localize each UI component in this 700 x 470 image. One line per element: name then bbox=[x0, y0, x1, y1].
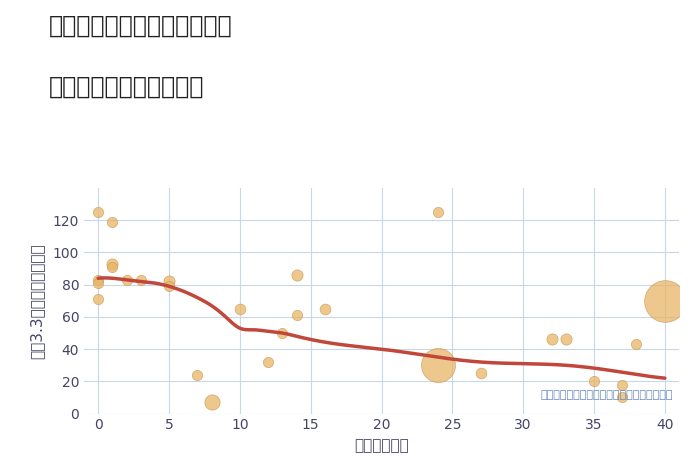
Point bbox=[92, 279, 104, 287]
Point bbox=[433, 361, 444, 369]
Point bbox=[106, 263, 118, 271]
Point bbox=[631, 341, 642, 348]
Text: 円の大きさは、取引のあった物件面積を示す: 円の大きさは、取引のあった物件面積を示す bbox=[540, 390, 673, 400]
Point bbox=[206, 399, 217, 406]
Text: 兵庫県姫路市木場前七反町の: 兵庫県姫路市木場前七反町の bbox=[49, 14, 232, 38]
Point bbox=[121, 276, 132, 283]
Point bbox=[234, 305, 246, 313]
Point bbox=[589, 377, 600, 385]
Point bbox=[546, 336, 557, 343]
Point bbox=[291, 312, 302, 319]
Point bbox=[135, 276, 146, 283]
Point bbox=[106, 260, 118, 267]
Point bbox=[617, 381, 628, 388]
Text: 築年数別中古戸建て価格: 築年数別中古戸建て価格 bbox=[49, 75, 204, 99]
Y-axis label: 坪（3.3㎡）単価（万円）: 坪（3.3㎡）単価（万円） bbox=[29, 243, 44, 359]
Point bbox=[433, 208, 444, 216]
Point bbox=[262, 358, 274, 366]
Point bbox=[92, 208, 104, 216]
Point bbox=[560, 336, 571, 343]
Point bbox=[319, 305, 330, 313]
Point bbox=[475, 369, 486, 377]
Point bbox=[276, 329, 288, 337]
Point bbox=[617, 394, 628, 401]
Point bbox=[659, 297, 671, 305]
Point bbox=[92, 276, 104, 283]
Point bbox=[163, 278, 174, 285]
Point bbox=[92, 296, 104, 303]
Point bbox=[291, 271, 302, 279]
Point bbox=[163, 282, 174, 290]
Point bbox=[192, 371, 203, 379]
Point bbox=[106, 218, 118, 226]
X-axis label: 築年数（年）: 築年数（年） bbox=[354, 438, 409, 453]
